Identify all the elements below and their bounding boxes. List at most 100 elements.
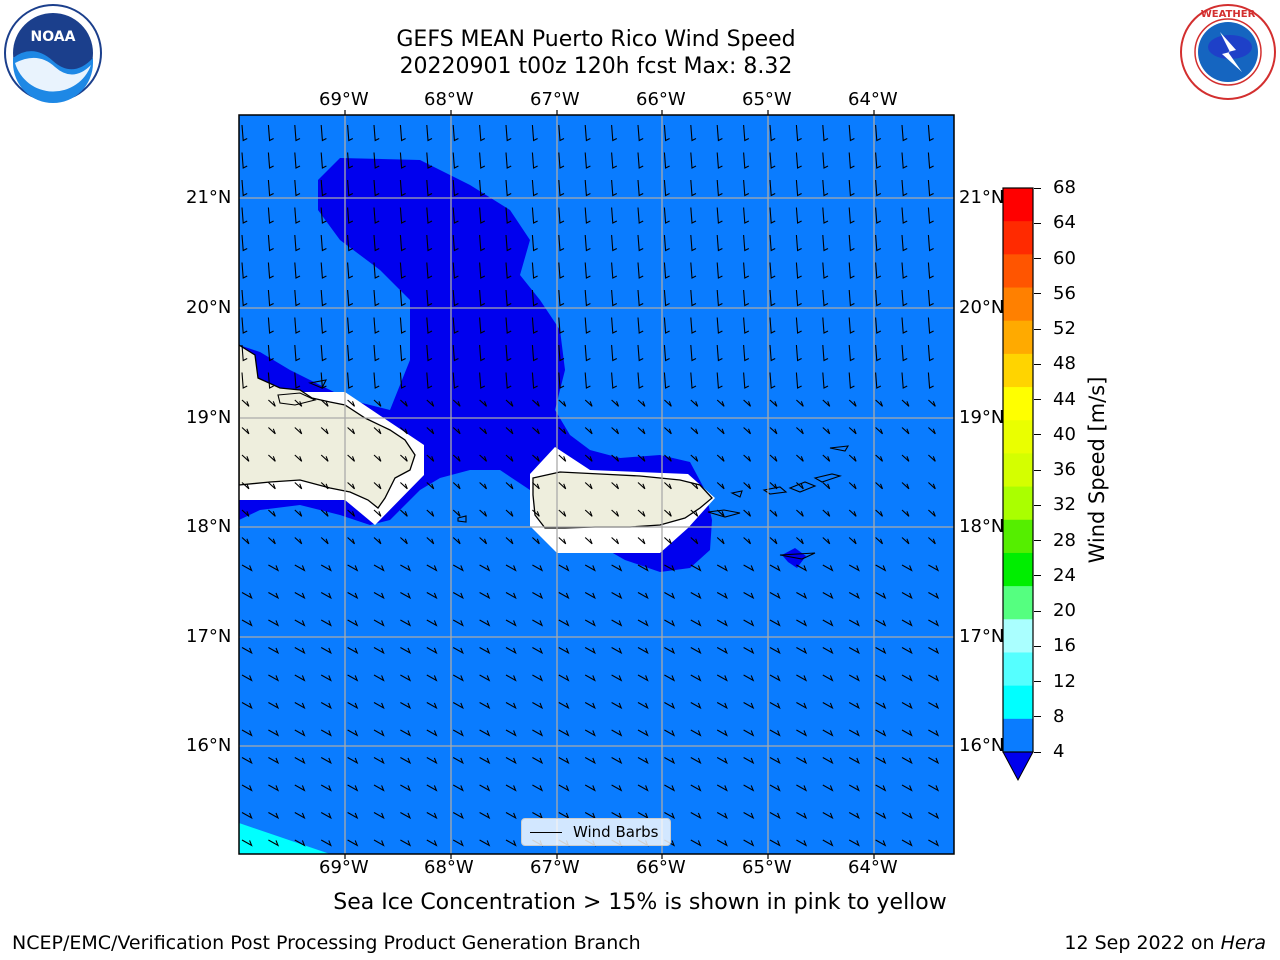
wind-barb [267, 234, 274, 252]
wind-barb [690, 124, 697, 142]
wind-barb [452, 509, 461, 517]
wind-barb [690, 399, 699, 407]
wind-barb [848, 482, 857, 490]
wind-barb [320, 262, 327, 279]
wind-barb [927, 124, 934, 142]
svg-text:NOAA: NOAA [31, 29, 76, 45]
lon-label-top: 68°W [424, 89, 474, 110]
colorbar-band [1003, 619, 1033, 653]
wind-barb [558, 784, 570, 792]
wind-barb [928, 399, 936, 407]
wind-barb [505, 729, 517, 737]
wind-barb [294, 702, 306, 710]
wind-barb [743, 427, 752, 435]
wind-barb [426, 674, 438, 682]
wind-barb [743, 647, 755, 655]
wind-barb [822, 537, 831, 545]
wind-barb [716, 729, 728, 737]
wind-barb [716, 207, 723, 224]
wind-barb [347, 124, 354, 142]
wind-barb [637, 234, 644, 252]
wind-barb [848, 124, 855, 142]
lat-label-left: 21°N [186, 187, 232, 208]
colorbar-band [1003, 254, 1033, 289]
wind-barb [611, 812, 623, 820]
wind-barb [716, 344, 723, 362]
wind-barb [505, 537, 514, 545]
wind-barb [690, 454, 699, 462]
wind-barb [769, 427, 778, 435]
wind-barb [901, 454, 910, 462]
colorbar-band [1003, 586, 1033, 620]
colorbar-tick-label: 16 [1053, 635, 1076, 657]
wind-barb [637, 317, 644, 334]
wind-barb [875, 234, 882, 252]
wind-barb [611, 289, 618, 307]
wind-barb [743, 784, 755, 792]
legend-label: Wind Barbs [573, 823, 659, 841]
wind-barb [637, 262, 644, 279]
wind-barb [373, 207, 380, 224]
wind-barb [769, 152, 776, 169]
lat-label-left: 19°N [186, 407, 232, 428]
wind-barb [637, 812, 649, 820]
wind-barb [294, 179, 301, 197]
wind-barb [558, 647, 570, 655]
wind-barb [320, 152, 327, 169]
wind-barb [875, 674, 887, 682]
wind-barb [769, 482, 778, 490]
wind-barb [769, 839, 781, 847]
wind-barb [663, 207, 670, 224]
wind-barb [347, 784, 359, 792]
wind-barb [743, 757, 755, 765]
colorbar-tick-label: 8 [1053, 705, 1065, 727]
wind-barb [241, 647, 253, 655]
wind-barb [637, 729, 649, 737]
wind-barb [928, 647, 940, 655]
wind-barb [743, 207, 750, 224]
wind-barb [452, 344, 459, 362]
colorbar-tick-mark [1034, 363, 1041, 365]
wind-barb [664, 729, 676, 737]
wind-barb [452, 702, 464, 710]
wind-barb [875, 454, 884, 462]
colorbar-tick-label: 20 [1053, 600, 1076, 621]
wind-barb [399, 124, 406, 142]
wind-barb [294, 427, 303, 435]
wind-barb [769, 537, 778, 545]
wind-barb [505, 592, 517, 600]
colorbar-band [1003, 652, 1033, 687]
wind-barb [716, 289, 723, 307]
wind-barb [611, 784, 623, 792]
wind-barb [769, 124, 776, 142]
wind-barb [848, 702, 860, 710]
wind-barb [743, 482, 752, 490]
wind-barb [637, 509, 646, 517]
colorbar-tick-label: 56 [1053, 282, 1076, 304]
wind-barb [505, 812, 517, 820]
colorbar-tick-label: 40 [1053, 423, 1076, 445]
wind-barb [795, 179, 802, 197]
wind-barb [637, 702, 649, 710]
wind-barb [584, 509, 593, 517]
wind-barb [267, 152, 274, 169]
wind-barb [611, 207, 618, 224]
wind-barb [268, 427, 276, 435]
wind-barb [716, 152, 723, 169]
wind-barb [822, 729, 834, 737]
wind-barb [320, 702, 332, 710]
wind-barb [928, 427, 936, 435]
wind-barb [320, 234, 327, 252]
wind-barb [663, 317, 670, 334]
colorbar-tick-label: 52 [1053, 318, 1076, 339]
wind-barb [479, 757, 491, 765]
hispaniola-land [239, 344, 416, 509]
wind-barb [452, 317, 459, 334]
wind-barb [452, 207, 459, 224]
wind-barb [690, 812, 702, 820]
wind-barb [875, 592, 887, 600]
wind-barb [241, 124, 248, 142]
wind-barb [268, 619, 280, 627]
wind-barb [452, 647, 464, 655]
footer-left: NCEP/EMC/Verification Post Processing Pr… [12, 932, 641, 954]
